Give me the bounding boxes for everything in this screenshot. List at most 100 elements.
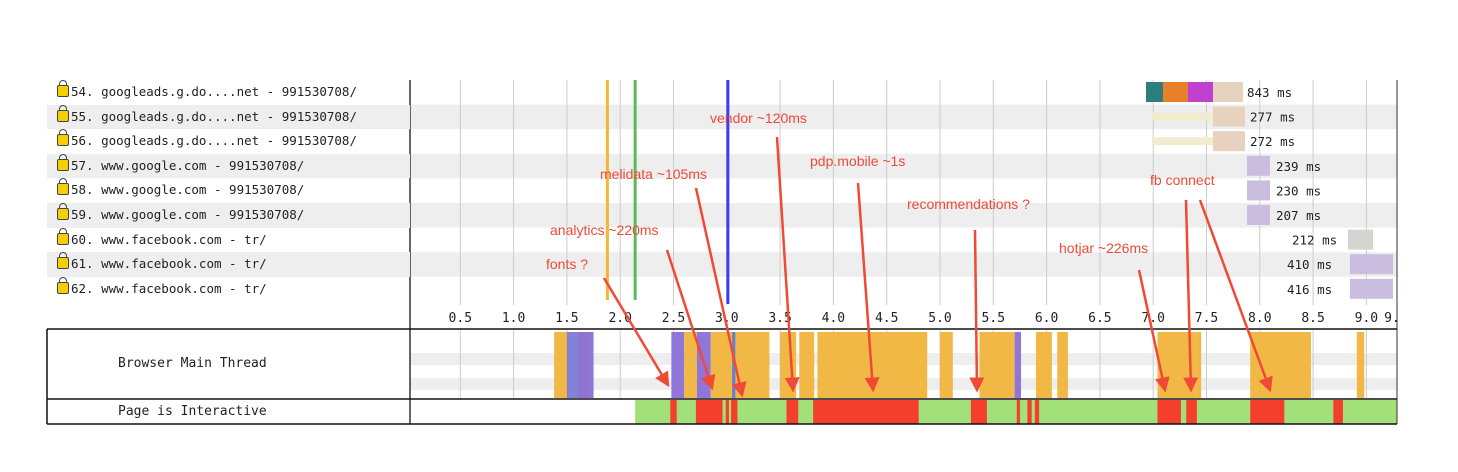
- annotation-arrow: [1137, 269, 1170, 393]
- axis-tick-label: 5.0: [928, 311, 951, 326]
- axis-tick-label: 4.0: [822, 311, 845, 326]
- axis-tick-label: 8.5: [1301, 311, 1324, 326]
- main-thread-label: Browser Main Thread: [118, 356, 267, 371]
- axis-tick-label: 3.0: [715, 311, 738, 326]
- axis-tick-label: 6.5: [1088, 311, 1111, 326]
- lock-icon: [57, 203, 69, 220]
- annotation-fb-connect: fb connect: [1150, 172, 1215, 188]
- main-thread-activity: [979, 332, 1015, 398]
- blocked-range: [725, 400, 729, 424]
- request-label: 62. www.facebook.com - tr/: [71, 280, 267, 296]
- blocked-range: [970, 400, 987, 424]
- request-row[interactable]: 59. www.google.com - 991530708/: [47, 203, 410, 228]
- blocked-range: [731, 400, 738, 424]
- axis-tick-label: 5.5: [982, 311, 1005, 326]
- request-bar: [1350, 254, 1393, 275]
- main-thread-activity: [732, 332, 736, 398]
- timing-marker: [605, 80, 609, 300]
- blocked-range: [1016, 400, 1020, 424]
- annotation-arrow: [775, 136, 800, 393]
- axis-tick-label: 1.0: [502, 311, 525, 326]
- request-row[interactable]: 54. googleads.g.do....net - 991530708/: [47, 80, 410, 105]
- request-row[interactable]: 57. www.google.com - 991530708/: [47, 153, 410, 179]
- blocked-range: [1034, 400, 1040, 424]
- axis-tick-label: 4.5: [875, 311, 898, 326]
- request-label: 58. www.google.com - 991530708/: [71, 182, 305, 198]
- row-stripe: [410, 203, 1397, 228]
- axis-tick-label: 9.: [1384, 311, 1400, 326]
- request-duration: 410 ms: [1287, 257, 1332, 272]
- lock-icon: [57, 227, 69, 245]
- blocked-range: [1186, 400, 1197, 424]
- request-label: 61. www.facebook.com - tr/: [71, 256, 267, 272]
- request-row[interactable]: 56. googleads.g.do....net - 991530708/: [47, 129, 410, 154]
- request-label: 54. googleads.g.do....net - 991530708/: [71, 84, 357, 99]
- request-bar: [1247, 155, 1270, 176]
- main-thread-activity: [1035, 332, 1052, 398]
- annotation-arrow: [969, 229, 985, 393]
- request-bar: [1247, 205, 1270, 225]
- timing-marker: [726, 80, 730, 304]
- timing-marker: [633, 80, 637, 300]
- axis-tick-label: 1.5: [555, 311, 578, 326]
- request-bar: [1163, 82, 1188, 102]
- blocked-range: [695, 400, 723, 424]
- lock-icon: [57, 104, 69, 122]
- annotation-arrow: [694, 187, 747, 398]
- request-bar: [1348, 229, 1373, 250]
- request-bar: [1152, 112, 1213, 121]
- request-duration: 277 ms: [1250, 110, 1295, 125]
- main-thread-activity: [671, 332, 685, 398]
- request-bar: [1188, 82, 1213, 102]
- blocked-range: [1157, 400, 1181, 424]
- annotation-arrow: [665, 249, 716, 391]
- axis-tick-label: 8.0: [1248, 311, 1271, 326]
- request-row[interactable]: 61. www.facebook.com - tr/: [47, 252, 410, 277]
- request-duration: 416 ms: [1287, 282, 1332, 297]
- row-stripe: [410, 153, 1397, 179]
- request-label: 56. googleads.g.do....net - 991530708/: [71, 133, 357, 149]
- request-duration: 239 ms: [1276, 159, 1321, 174]
- lock-icon: [57, 276, 69, 294]
- main-thread-activity: [1057, 332, 1068, 398]
- lock-icon: [57, 252, 69, 270]
- axis-tick-label: 7.0: [1141, 311, 1164, 326]
- request-bar: [1247, 180, 1270, 201]
- request-duration: 207 ms: [1276, 208, 1321, 223]
- blocked-range: [813, 400, 919, 424]
- main-thread-activity: [1356, 332, 1365, 398]
- request-duration: 272 ms: [1250, 134, 1295, 149]
- annotation-arrow: [1183, 199, 1199, 393]
- axis-tick-label: 7.5: [1195, 311, 1218, 326]
- request-bar: [1146, 82, 1163, 102]
- lock-icon: [57, 153, 69, 171]
- request-bar: [1152, 137, 1213, 146]
- lock-icon: [57, 129, 69, 147]
- main-thread-activity: [577, 332, 594, 398]
- axis-tick-label: 3.5: [768, 311, 791, 326]
- request-label: 57. www.google.com - 991530708/: [71, 157, 305, 173]
- main-thread-activity: [1250, 332, 1311, 398]
- request-row[interactable]: 60. www.facebook.com - tr/: [47, 227, 410, 253]
- annotation-hotjar: hotjar ~226ms: [1059, 240, 1149, 256]
- request-label: 60. www.facebook.com - tr/: [71, 231, 267, 247]
- request-row[interactable]: 55. googleads.g.do....net - 991530708/: [47, 104, 410, 130]
- blocked-range: [1027, 400, 1032, 424]
- axis-tick-label: 0.5: [449, 311, 472, 326]
- request-bar: [1350, 278, 1393, 299]
- main-thread-activity: [1195, 332, 1202, 398]
- request-label: 55. googleads.g.do....net - 991530708/: [71, 108, 357, 124]
- axis-tick-label: 9.0: [1355, 311, 1378, 326]
- main-thread-activity: [1014, 332, 1022, 398]
- request-duration: 843 ms: [1247, 85, 1292, 100]
- row-stripe: [410, 104, 1397, 130]
- annotation-arrow: [856, 182, 880, 393]
- request-row[interactable]: 62. www.facebook.com - tr/: [47, 276, 410, 302]
- request-bar: [1213, 131, 1245, 152]
- annotation-analytics: analytics ~220ms: [550, 222, 659, 238]
- request-duration: 230 ms: [1276, 183, 1321, 198]
- main-thread-activity: [799, 332, 815, 398]
- blocked-range: [670, 400, 677, 424]
- request-row[interactable]: 58. www.google.com - 991530708/: [47, 178, 410, 203]
